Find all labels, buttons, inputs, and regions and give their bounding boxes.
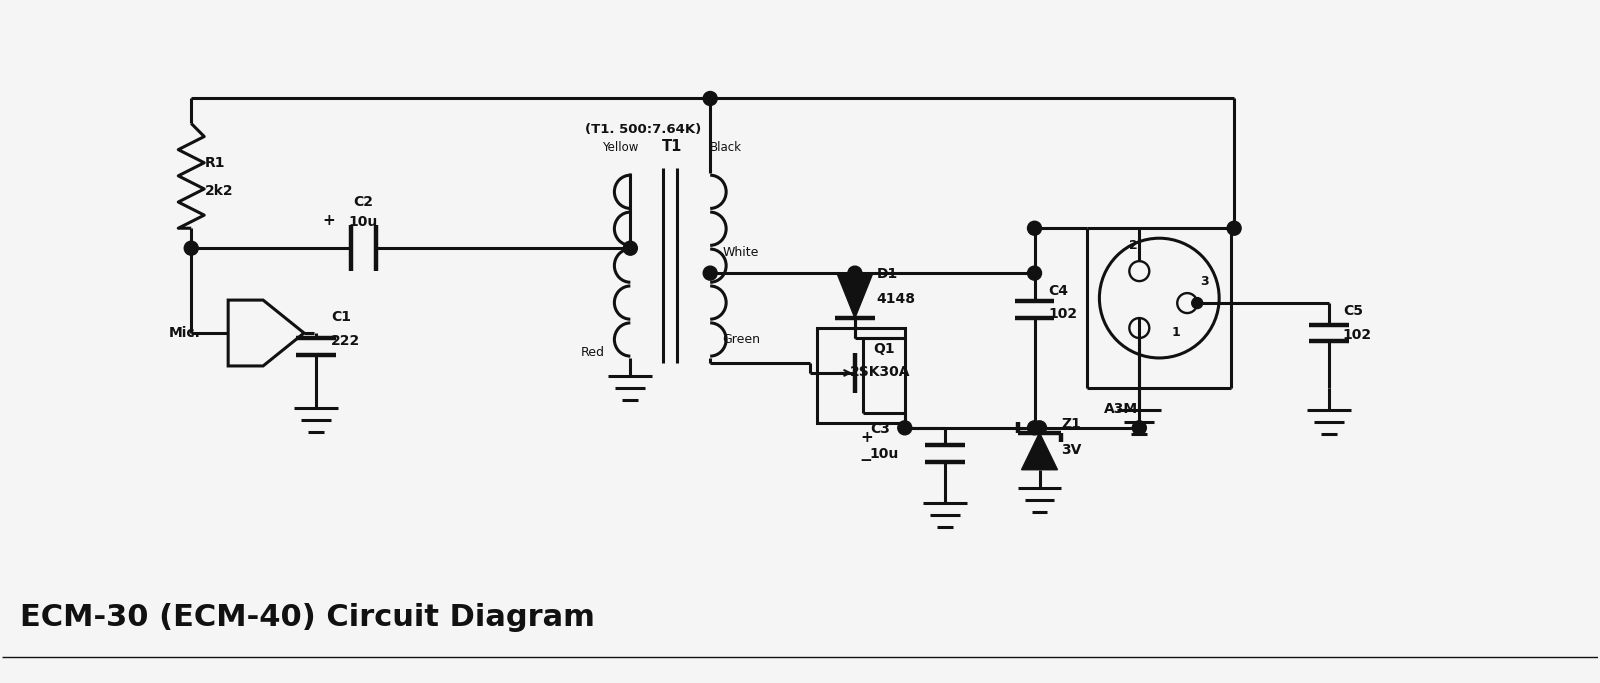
Text: +: + <box>323 212 336 227</box>
Text: Mic.: Mic. <box>168 326 200 340</box>
Text: D1: D1 <box>877 267 898 281</box>
Circle shape <box>1027 221 1042 235</box>
Text: +: + <box>859 430 872 445</box>
Text: 10u: 10u <box>870 447 899 461</box>
Text: White: White <box>722 246 758 259</box>
Text: 2k2: 2k2 <box>205 184 234 198</box>
Text: 102: 102 <box>1048 307 1078 321</box>
Text: 102: 102 <box>1342 328 1373 342</box>
Text: Z1: Z1 <box>1061 417 1082 431</box>
Text: C5: C5 <box>1342 304 1363 318</box>
Circle shape <box>1133 421 1146 435</box>
Circle shape <box>1027 266 1042 280</box>
Text: 2SK30A: 2SK30A <box>850 365 910 379</box>
Polygon shape <box>1021 433 1058 470</box>
Text: Green: Green <box>722 333 760 346</box>
Text: 4148: 4148 <box>877 292 915 306</box>
Circle shape <box>624 241 637 255</box>
Text: ECM-30 (ECM-40) Circuit Diagram: ECM-30 (ECM-40) Circuit Diagram <box>19 603 595 632</box>
Circle shape <box>184 241 198 255</box>
Text: 10u: 10u <box>349 215 378 229</box>
Text: 3: 3 <box>1200 275 1210 288</box>
Text: −: − <box>859 453 872 468</box>
Text: C3: C3 <box>870 422 890 436</box>
Text: C4: C4 <box>1048 284 1069 298</box>
Circle shape <box>1032 421 1046 435</box>
Circle shape <box>1227 221 1242 235</box>
Circle shape <box>702 266 717 280</box>
Text: Red: Red <box>581 346 605 359</box>
Text: 3V: 3V <box>1061 443 1082 457</box>
Text: 222: 222 <box>331 334 360 348</box>
Circle shape <box>1192 298 1203 309</box>
Circle shape <box>848 266 862 280</box>
Circle shape <box>702 92 717 105</box>
Text: Q1: Q1 <box>874 342 894 356</box>
Text: (T1. 500:7.64K): (T1. 500:7.64K) <box>586 124 702 137</box>
Circle shape <box>1027 421 1042 435</box>
Circle shape <box>898 421 912 435</box>
Text: C2: C2 <box>354 195 373 209</box>
Text: C1: C1 <box>331 310 350 324</box>
Text: T1: T1 <box>662 139 683 154</box>
Text: 2: 2 <box>1130 239 1138 252</box>
Text: 1: 1 <box>1171 326 1179 339</box>
Text: Yellow: Yellow <box>603 141 638 154</box>
Text: R1: R1 <box>205 156 226 170</box>
Text: A3M: A3M <box>1104 402 1139 416</box>
Polygon shape <box>837 273 874 318</box>
Text: Black: Black <box>710 141 742 154</box>
